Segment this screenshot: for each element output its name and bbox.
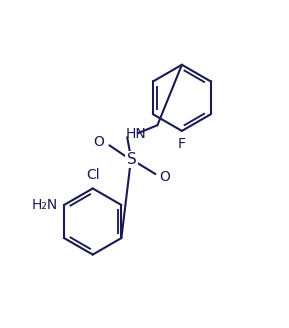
Text: O: O — [93, 135, 104, 150]
Text: Cl: Cl — [86, 168, 99, 182]
Text: S: S — [127, 152, 136, 167]
Text: F: F — [178, 137, 186, 151]
Text: H₂N: H₂N — [32, 198, 58, 212]
Text: HN: HN — [126, 127, 147, 141]
Text: O: O — [159, 170, 170, 184]
